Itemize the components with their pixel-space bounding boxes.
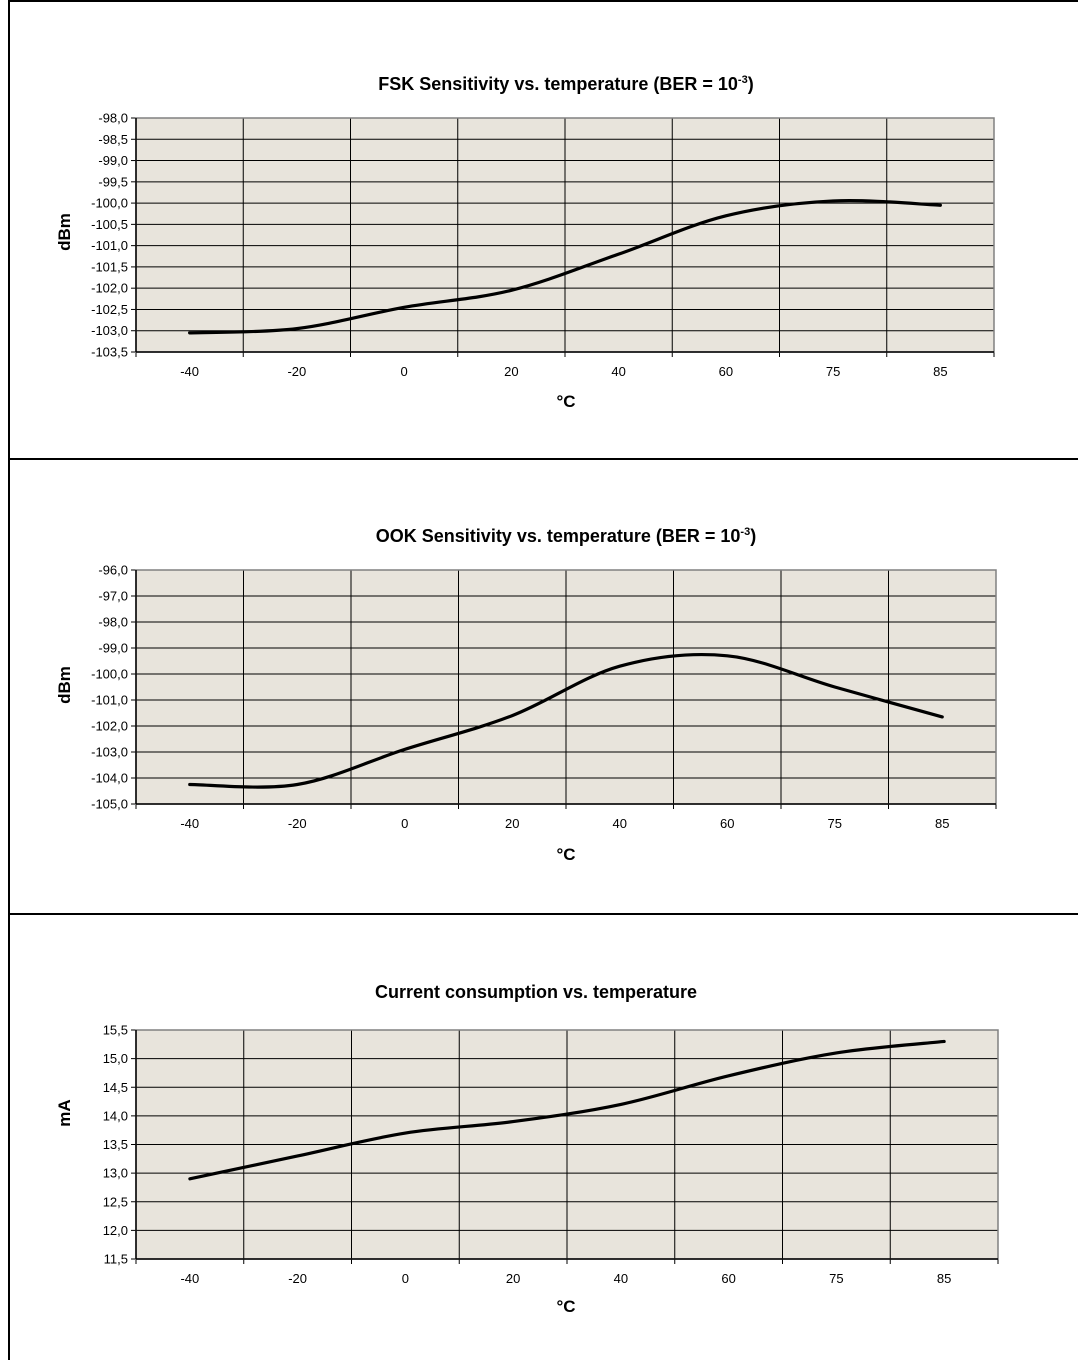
x-tick-label: 85 <box>935 816 949 831</box>
y-tick-label: -102,0 <box>91 719 128 734</box>
x-axis-label: °C <box>556 845 575 864</box>
fsk-sensitivity-chart: FSK Sensitivity vs. temperature (BER = 1… <box>10 2 1078 458</box>
ook-chart-panel: OOK Sensitivity vs. temperature (BER = 1… <box>10 460 1078 913</box>
y-tick-label: -103,5 <box>91 345 128 360</box>
y-tick-label: -97,0 <box>98 589 128 604</box>
y-tick-label: -99,0 <box>98 153 128 168</box>
y-tick-label: 14,0 <box>103 1108 128 1123</box>
y-tick-label: -102,0 <box>91 281 128 296</box>
chart-title: Current consumption vs. temperature <box>375 982 697 1002</box>
y-tick-label: 15,5 <box>103 1023 128 1038</box>
x-tick-label: 40 <box>613 816 627 831</box>
x-tick-label: -40 <box>180 364 199 379</box>
chart-title: OOK Sensitivity vs. temperature (BER = 1… <box>376 526 756 546</box>
chart-title: FSK Sensitivity vs. temperature (BER = 1… <box>378 74 753 94</box>
y-tick-label: 15,0 <box>103 1051 128 1066</box>
x-tick-label: 40 <box>614 1271 628 1286</box>
y-tick-label: -101,0 <box>91 238 128 253</box>
plot-area: 15,5 15,0 14,5 14,0 13,5 13,0 12,5 12,0 11,5 -40 -… <box>103 1023 998 1287</box>
plot-area: -98,0 -98,5 -99,0 -99,5 -100,0 -100,5 -101,0 -1… <box>91 111 994 380</box>
x-tick-label: 20 <box>505 816 519 831</box>
x-tick-label: -40 <box>180 1271 199 1286</box>
y-tick-label: -100,0 <box>91 667 128 682</box>
fsk-chart-panel: FSK Sensitivity vs. temperature (BER = 1… <box>10 2 1078 458</box>
y-tick-label: -96,0 <box>98 563 128 578</box>
x-tick-label: -20 <box>288 1271 307 1286</box>
y-axis-label: dBm <box>55 666 74 704</box>
x-tick-label: 75 <box>828 816 842 831</box>
y-tick-label: -103,0 <box>91 745 128 760</box>
x-axis-label: °C <box>556 392 575 411</box>
y-tick-label: -105,0 <box>91 797 128 812</box>
y-tick-label: -100,0 <box>91 196 128 211</box>
y-tick-label: -102,5 <box>91 302 128 317</box>
y-tick-label: -98,0 <box>98 615 128 630</box>
current-consumption-chart: Current consumption vs. temperature 15,5… <box>10 915 1078 1360</box>
x-axis-label: °C <box>556 1297 575 1316</box>
x-tick-label: 0 <box>401 364 408 379</box>
y-tick-label: -100,5 <box>91 217 128 232</box>
x-tick-label: -20 <box>288 816 307 831</box>
x-tick-label: 60 <box>719 364 733 379</box>
y-tick-label: -103,0 <box>91 323 128 338</box>
x-tick-label: 20 <box>504 364 518 379</box>
y-axis-label: mA <box>55 1099 74 1126</box>
x-tick-label: 0 <box>402 1271 409 1286</box>
y-tick-label: 14,5 <box>103 1080 128 1095</box>
x-tick-label: 85 <box>937 1271 951 1286</box>
x-tick-label: -20 <box>287 364 306 379</box>
y-tick-label: -99,0 <box>98 641 128 656</box>
y-tick-label: -101,5 <box>91 259 128 274</box>
y-tick-label: 12,5 <box>103 1194 128 1209</box>
y-tick-label: -104,0 <box>91 771 128 786</box>
y-tick-label: 11,5 <box>104 1252 128 1267</box>
ook-sensitivity-chart: OOK Sensitivity vs. temperature (BER = 1… <box>10 460 1078 913</box>
x-tick-label: 0 <box>401 816 408 831</box>
x-tick-label: 75 <box>826 364 840 379</box>
x-tick-label: 60 <box>721 1271 735 1286</box>
y-tick-label: -99,5 <box>98 174 128 189</box>
x-tick-label: 60 <box>720 816 734 831</box>
x-tick-label: 20 <box>506 1271 520 1286</box>
x-tick-label: 40 <box>611 364 625 379</box>
y-tick-label: 13,5 <box>103 1137 128 1152</box>
y-tick-label: -98,5 <box>98 132 128 147</box>
x-tick-label: -40 <box>180 816 199 831</box>
current-chart-panel: Current consumption vs. temperature 15,5… <box>10 915 1078 1360</box>
y-tick-label: -98,0 <box>98 111 128 126</box>
y-tick-label: 13,0 <box>103 1166 128 1181</box>
y-tick-label: 12,0 <box>103 1223 128 1238</box>
x-tick-label: 85 <box>933 364 947 379</box>
y-axis-label: dBm <box>55 213 74 251</box>
y-tick-label: -101,0 <box>91 693 128 708</box>
x-tick-label: 75 <box>829 1271 843 1286</box>
plot-area: -96,0 -97,0 -98,0 -99,0 -100,0 -101,0 -102,0 -1… <box>91 563 996 832</box>
